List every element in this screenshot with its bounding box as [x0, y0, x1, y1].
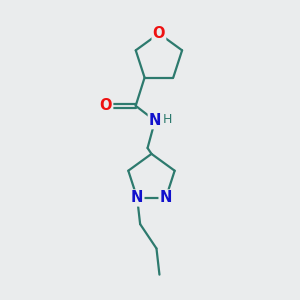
- Text: O: O: [153, 26, 165, 41]
- Text: H: H: [163, 113, 172, 126]
- Text: N: N: [149, 113, 161, 128]
- Text: O: O: [100, 98, 112, 113]
- Text: N: N: [160, 190, 172, 206]
- Text: N: N: [131, 190, 143, 206]
